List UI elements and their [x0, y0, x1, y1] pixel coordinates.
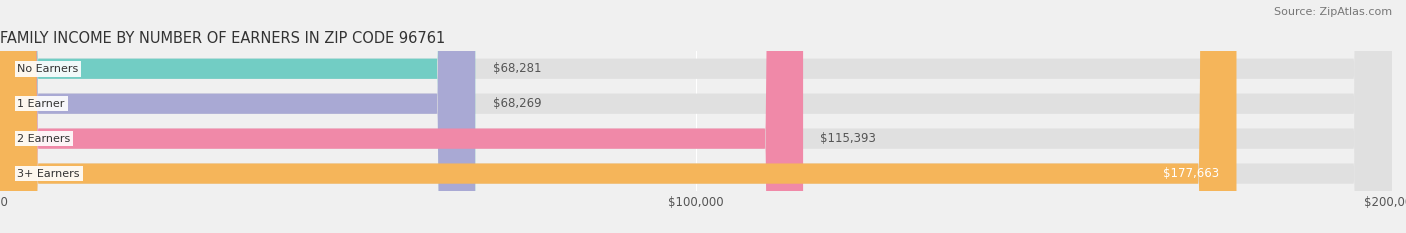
Text: $177,663: $177,663 — [1163, 167, 1219, 180]
FancyBboxPatch shape — [0, 0, 475, 233]
Text: $68,269: $68,269 — [492, 97, 541, 110]
Text: 2 Earners: 2 Earners — [17, 134, 70, 144]
Text: 1 Earner: 1 Earner — [17, 99, 65, 109]
Text: Source: ZipAtlas.com: Source: ZipAtlas.com — [1274, 7, 1392, 17]
FancyBboxPatch shape — [0, 0, 475, 233]
Text: $68,281: $68,281 — [492, 62, 541, 75]
Text: 3+ Earners: 3+ Earners — [17, 169, 80, 178]
Text: FAMILY INCOME BY NUMBER OF EARNERS IN ZIP CODE 96761: FAMILY INCOME BY NUMBER OF EARNERS IN ZI… — [0, 31, 446, 46]
Text: No Earners: No Earners — [17, 64, 79, 74]
Text: $115,393: $115,393 — [821, 132, 876, 145]
FancyBboxPatch shape — [0, 0, 1236, 233]
FancyBboxPatch shape — [0, 0, 803, 233]
